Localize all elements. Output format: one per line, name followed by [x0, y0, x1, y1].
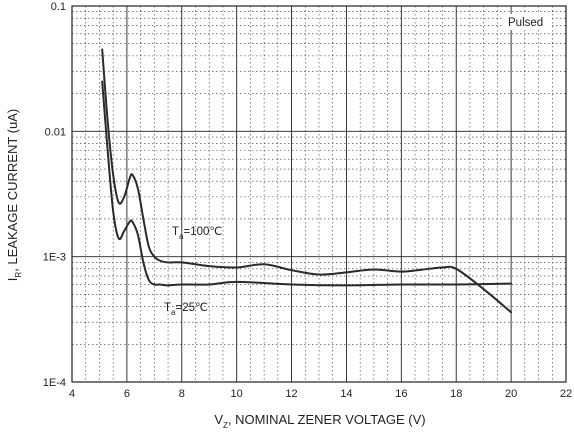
y-axis-title: IR, LEAKAGE CURRENT (uA) — [5, 109, 23, 281]
x-axis-title: VZ, NOMINAL ZENER VOLTAGE (V) — [214, 412, 425, 430]
series-label-100c-symbol: T — [172, 226, 179, 238]
y-axis-title-text: , LEAKAGE CURRENT (uA) — [5, 109, 20, 272]
series-layer — [101, 48, 513, 314]
y-tick-labels: 1E-4 1E-3 0.01 0.1 — [43, 1, 66, 389]
series-label-100c-subscript: a — [179, 232, 184, 241]
series-label-100c-text: =100℃ — [183, 226, 222, 238]
series-label-25c-subscript: a — [171, 308, 176, 317]
y-tick-label: 0.01 — [45, 126, 66, 138]
x-axis-title-symbol: V — [214, 412, 223, 427]
x-tick-label: 6 — [124, 388, 130, 400]
series-label-25c-symbol: T — [164, 302, 171, 314]
series-label-100c: Ta=100℃ — [172, 226, 222, 241]
x-tick-label: 12 — [285, 388, 297, 400]
x-axis-title-subscript: Z — [223, 421, 228, 430]
minor-grid — [72, 6, 566, 382]
x-tick-label: 4 — [69, 388, 75, 400]
pulsed-annotation-box — [504, 14, 552, 30]
x-tick-label: 18 — [450, 388, 462, 400]
x-tick-label: 14 — [340, 388, 352, 400]
y-tick-label: 1E-4 — [43, 377, 66, 389]
y-tick-label: 1E-3 — [43, 252, 66, 264]
x-tick-label: 22 — [560, 388, 572, 400]
y-axis-title-subscript: R — [14, 272, 23, 278]
series-label-25c: Ta=25℃ — [164, 302, 208, 317]
series-line-25c — [101, 80, 513, 287]
pulsed-annotation: Pulsed — [508, 17, 543, 29]
series-line-100c — [101, 48, 513, 314]
y-axis-title-symbol: I — [5, 278, 20, 282]
x-tick-label: 20 — [505, 388, 517, 400]
x-tick-label: 16 — [395, 388, 407, 400]
x-tick-label: 8 — [179, 388, 185, 400]
x-tick-labels: 4 6 8 10 12 14 16 18 20 22 — [69, 388, 572, 400]
x-tick-label: 10 — [231, 388, 243, 400]
plot-frame — [71, 5, 567, 383]
y-tick-label: 0.1 — [51, 1, 66, 13]
series-label-25c-text: =25℃ — [175, 302, 208, 314]
x-axis-title-text: , NOMINAL ZENER VOLTAGE (V) — [228, 412, 426, 427]
